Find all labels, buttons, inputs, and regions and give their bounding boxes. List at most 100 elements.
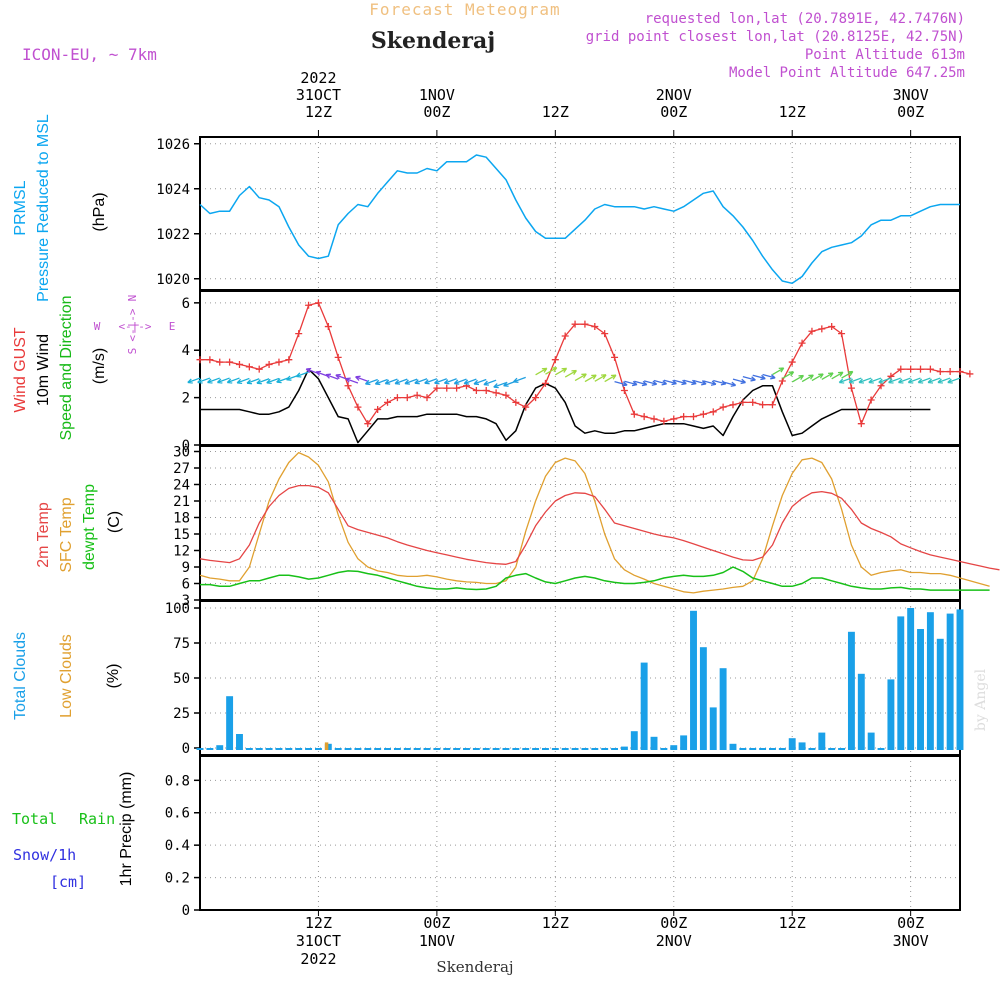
pressure-labels: PRMSL Pressure Reduced to MSL (hPa) bbox=[12, 114, 108, 302]
panel-clouds: 0 25 50 75 100 bbox=[165, 600, 961, 757]
time-label-bottom: 2022 bbox=[300, 950, 336, 968]
pct-unit-label: (%) bbox=[105, 664, 122, 689]
time-label-bottom: 1NOV bbox=[419, 932, 455, 950]
total-clouds-bar bbox=[492, 748, 500, 750]
total-clouds-bar bbox=[907, 608, 915, 750]
hpa-unit-label: (hPa) bbox=[91, 192, 108, 231]
time-label-top: 2NOV bbox=[656, 86, 692, 104]
wind-gust-marker bbox=[788, 358, 796, 366]
wind-direction-arrow bbox=[831, 371, 844, 380]
total-clouds-bar bbox=[788, 738, 796, 750]
panel-frame-pressure bbox=[199, 136, 961, 291]
wind-direction-arrow bbox=[937, 377, 951, 384]
wind-direction-arrow bbox=[888, 377, 902, 384]
sfc-temp-label: SFC Temp bbox=[58, 497, 75, 572]
wind-gust-marker bbox=[897, 365, 905, 373]
title-small: Forecast Meteogram bbox=[369, 0, 560, 19]
total-clouds-bar bbox=[314, 748, 322, 750]
wind-direction-arrow bbox=[355, 375, 369, 382]
wind-gust-marker bbox=[699, 410, 707, 418]
dewpt-temp-label: dewpt Temp bbox=[81, 484, 98, 570]
wind-gust-marker bbox=[384, 398, 392, 406]
wind-direction-arrow bbox=[848, 377, 862, 384]
wind-direction-arrow bbox=[394, 378, 408, 385]
wind-direction-arrow bbox=[574, 373, 587, 382]
wind-gust-marker bbox=[620, 387, 628, 395]
wind-gust-marker bbox=[690, 413, 698, 421]
total-clouds-bar bbox=[512, 748, 520, 750]
wind-direction-arrow bbox=[653, 379, 668, 386]
wind-direction-arrow bbox=[801, 374, 814, 383]
y-tick-label: 15 bbox=[173, 527, 190, 543]
footer-station: Skenderaj bbox=[436, 958, 513, 976]
wind-gust-marker bbox=[216, 358, 224, 366]
total-clouds-bar bbox=[334, 748, 342, 750]
wind-direction-arrow bbox=[868, 377, 882, 384]
wind-gust-marker bbox=[354, 403, 362, 411]
wind-gust-marker bbox=[482, 387, 490, 395]
time-label-bottom: 31OCT bbox=[296, 932, 341, 950]
total-clouds-bar bbox=[956, 609, 964, 750]
time-label-top: 12Z bbox=[779, 103, 806, 121]
total-clouds-bar bbox=[403, 748, 411, 750]
total-clouds-bar bbox=[709, 707, 717, 750]
wind-direction-arrow bbox=[483, 379, 497, 386]
wind-direction-arrow bbox=[364, 378, 378, 386]
total-clouds-bar bbox=[522, 748, 530, 750]
wind-direction-arrow bbox=[838, 377, 852, 384]
wind-gust-marker bbox=[561, 332, 569, 340]
wind-labels: Wind GUST 10m Wind Speed and Direction (… bbox=[12, 296, 108, 441]
wind-direction-arrow bbox=[295, 371, 309, 378]
total-clouds-label: Total Clouds bbox=[12, 632, 29, 720]
wind-gust-marker bbox=[226, 358, 234, 366]
wind-gust-marker bbox=[926, 365, 934, 373]
wind-gust-marker bbox=[907, 365, 915, 373]
total-clouds-bar bbox=[946, 613, 954, 750]
y-tick-label: 100 bbox=[165, 601, 190, 617]
wind-direction-arrow bbox=[742, 376, 756, 382]
temp-2m-label: 2m Temp bbox=[35, 502, 52, 568]
ms-unit-label: (m/s) bbox=[91, 348, 108, 384]
y-tick-label: 4 bbox=[182, 343, 190, 359]
wind-direction-arrow bbox=[463, 378, 477, 385]
y-tick-label: 1022 bbox=[156, 227, 190, 243]
wind-gust-marker bbox=[393, 394, 401, 402]
compass-s: S bbox=[126, 348, 139, 355]
wind-direction-arrow bbox=[772, 367, 785, 376]
total-clouds-bar bbox=[561, 748, 569, 750]
rain-label: Rain bbox=[79, 810, 115, 828]
wind-direction-arrow bbox=[841, 370, 854, 379]
compass-arrow-h: <-|-> bbox=[118, 320, 151, 333]
total-clouds-bar bbox=[739, 748, 747, 750]
wind-gust-marker bbox=[512, 398, 520, 406]
total-clouds-bar bbox=[847, 631, 855, 750]
wind-direction-arrow bbox=[752, 374, 766, 381]
total-clouds-bar bbox=[680, 735, 688, 750]
wind-10m-line bbox=[200, 368, 931, 444]
wind-direction-arrow bbox=[545, 367, 558, 375]
total-clouds-bar bbox=[275, 748, 283, 750]
wind-direction-arrow bbox=[762, 373, 776, 380]
wind-direction-arrow bbox=[414, 378, 428, 385]
total-clouds-bar bbox=[591, 748, 599, 750]
y-tick-label: 6 bbox=[182, 296, 190, 312]
total-clouds-bar bbox=[532, 748, 540, 750]
wind-direction-arrow bbox=[473, 378, 487, 386]
total-clouds-bar bbox=[482, 748, 490, 750]
wind-direction-arrow bbox=[634, 380, 648, 387]
precip-labels: Total Rain Snow/1h [cm] 1hr Precip (mm) bbox=[12, 772, 135, 891]
compass-arrow-v: <-|-> bbox=[126, 308, 139, 341]
total-clouds-bar bbox=[384, 748, 391, 750]
wind-gust-marker bbox=[453, 384, 461, 392]
wind-gust-marker bbox=[680, 413, 688, 421]
y-tick-label: 18 bbox=[173, 511, 190, 527]
total-clouds-bar bbox=[769, 748, 776, 750]
temp-2m-line bbox=[199, 484, 1000, 571]
total-clouds-bar bbox=[620, 746, 628, 750]
panel-frame-wind bbox=[199, 290, 961, 446]
wind-direction-arrow bbox=[266, 377, 280, 385]
panel-precip: 0 0.2 0.4 0.6 0.8 bbox=[165, 755, 961, 919]
panel-pressure: 1020 1022 1024 1026 bbox=[156, 136, 961, 291]
total-clouds-bar bbox=[196, 748, 204, 750]
time-label-top: 00Z bbox=[423, 103, 450, 121]
